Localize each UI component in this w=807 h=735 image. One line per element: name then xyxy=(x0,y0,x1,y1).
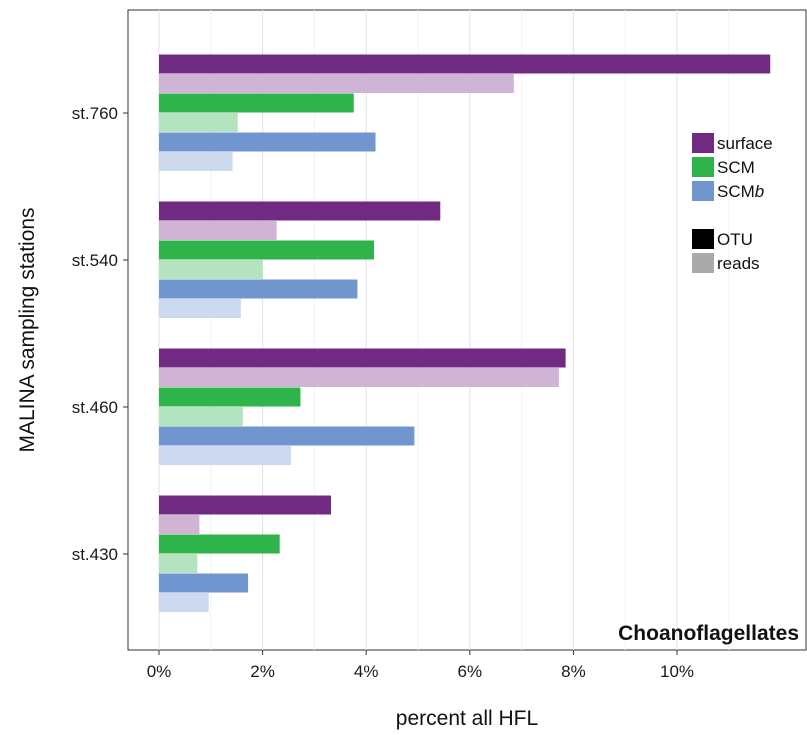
legend-item-reads: reads xyxy=(692,253,760,273)
legend-swatch xyxy=(692,157,714,177)
legend-label: surface xyxy=(717,134,773,153)
legend-item-otu: OTU xyxy=(692,229,753,249)
bar-st-760-surface-otu xyxy=(159,54,771,74)
bar-st-430-surface-reads xyxy=(159,515,200,534)
x-tick-label: 2% xyxy=(250,662,275,681)
x-tick-label: 6% xyxy=(458,662,483,681)
legend: surface SCM SCMb OTU reads xyxy=(692,133,773,273)
x-tick-label: 4% xyxy=(354,662,379,681)
bar-st-760-scmb-otu xyxy=(159,132,376,152)
y-tick-label-st-540: st.540 xyxy=(72,251,118,270)
x-tick-label: 10% xyxy=(660,662,694,681)
bar-st-460-scm-otu xyxy=(159,387,301,407)
y-axis-ticks: st.760 st.540 st.460 st.430 xyxy=(72,104,128,564)
x-axis-title: percent all HFL xyxy=(396,707,538,730)
y-tick-label-st-760: st.760 xyxy=(72,104,118,123)
bar-st-540-scmb-otu xyxy=(159,279,358,299)
bar-st-460-scm-reads xyxy=(159,407,243,426)
bar-st-760-scm-reads xyxy=(159,113,238,132)
bar-st-460-scmb-otu xyxy=(159,426,415,446)
bar-st-430-surface-otu xyxy=(159,495,331,515)
bar-st-460-surface-otu xyxy=(159,348,566,368)
bar-st-430-scmb-otu xyxy=(159,573,249,593)
bar-group-st-430 xyxy=(159,495,331,612)
bar-st-540-scm-otu xyxy=(159,240,374,260)
bar-st-460-surface-reads xyxy=(159,368,559,387)
legend-swatch xyxy=(692,133,714,153)
bar-st-760-scm-otu xyxy=(159,93,354,113)
bar-st-540-surface-otu xyxy=(159,201,441,221)
bar-st-760-surface-reads xyxy=(159,74,514,93)
bar-st-430-scm-otu xyxy=(159,534,280,554)
legend-item-surface: surface xyxy=(692,133,773,153)
y-tick-label-st-430: st.430 xyxy=(72,545,118,564)
bar-st-430-scm-reads xyxy=(159,554,198,573)
y-axis-title: MALINA sampling stations xyxy=(16,207,39,452)
bar-st-430-scmb-reads xyxy=(159,593,209,612)
bar-st-760-scmb-reads xyxy=(159,152,233,171)
legend-label: SCMb xyxy=(717,182,764,201)
legend-label: reads xyxy=(717,254,760,273)
x-tick-label: 8% xyxy=(561,662,586,681)
bar-st-460-scmb-reads xyxy=(159,446,292,465)
legend-item-scm: SCM xyxy=(692,157,755,177)
bar-st-540-surface-reads xyxy=(159,221,277,240)
legend-swatch xyxy=(692,181,714,201)
legend-swatch xyxy=(692,253,714,273)
bar-st-540-scmb-reads xyxy=(159,299,241,318)
y-tick-label-st-460: st.460 xyxy=(72,398,118,417)
bar-group-st-540 xyxy=(159,201,441,318)
legend-item-scmb: SCMb xyxy=(692,181,764,201)
bars xyxy=(159,54,771,612)
legend-label: OTU xyxy=(717,230,753,249)
bar-group-st-760 xyxy=(159,54,771,171)
x-tick-label: 0% xyxy=(147,662,172,681)
legend-label: SCM xyxy=(717,158,755,177)
bar-group-st-460 xyxy=(159,348,566,465)
bar-st-540-scm-reads xyxy=(159,260,263,279)
legend-swatch xyxy=(692,229,714,249)
x-axis-ticks: 0% 2% 4% 6% 8% 10% xyxy=(147,650,694,681)
panel-title: Choanoflagellates xyxy=(618,622,799,645)
